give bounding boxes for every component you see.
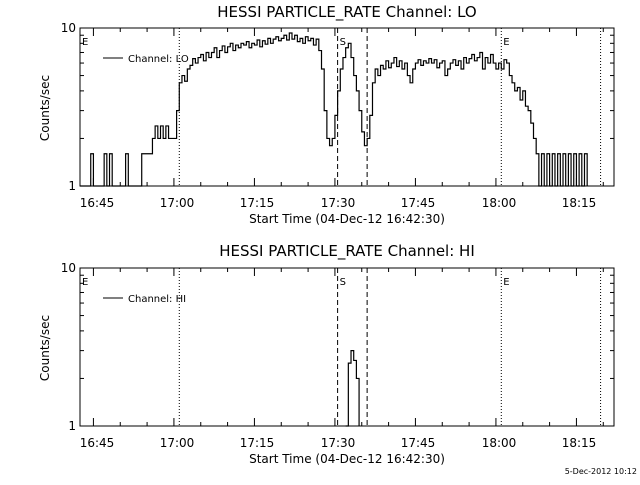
event-marker-label: S: [340, 37, 346, 48]
x-tick-label: 16:45: [80, 436, 115, 450]
x-tick-label: 16:45: [80, 196, 115, 210]
legend-label: Channel: LO: [128, 54, 189, 65]
x-tick-label: 17:45: [401, 196, 436, 210]
series-layer: [80, 32, 588, 187]
y-axis-label: Counts/sec: [38, 75, 52, 141]
x-tick-label: 17:30: [321, 436, 356, 450]
chart-title: HESSI PARTICLE_RATE Channel: HI: [219, 242, 475, 261]
event-marker-label: E: [82, 277, 88, 288]
y-tick-label: 1: [68, 419, 76, 433]
event-marker-label: S: [340, 277, 346, 288]
x-tick-label: 17:45: [401, 436, 436, 450]
event-marker-label: E: [503, 277, 509, 288]
series-line: [345, 350, 360, 427]
chart-panel-lo: HESSI PARTICLE_RATE Channel: LO E S E 10 1…: [38, 3, 615, 226]
x-tick-label: 18:15: [562, 436, 597, 450]
legend-label: Channel: HI: [128, 294, 186, 305]
series-layer: [345, 350, 360, 427]
x-tick-label: 17:15: [240, 196, 275, 210]
x-tick-label: 18:00: [482, 436, 517, 450]
event-marker-label: E: [82, 37, 88, 48]
y-tick-label: 1: [68, 179, 76, 193]
chart-panel-hi: HESSI PARTICLE_RATE Channel: HI E S E 10 1…: [38, 242, 615, 466]
y-tick-label: 10: [61, 21, 76, 35]
x-tick-labels: 16:45 17:00 17:15 17:30 17:45 18:00 18:1…: [80, 436, 597, 450]
x-tick-label: 17:00: [160, 196, 195, 210]
x-axis-label: Start Time (04-Dec-12 16:42:30): [249, 212, 445, 226]
event-marker-label: E: [503, 37, 509, 48]
x-tick-marks: [92, 28, 604, 186]
y-axis-label: Counts/sec: [38, 315, 52, 381]
y-tick-label: 10: [61, 261, 76, 275]
x-tick-label: 17:30: [321, 196, 356, 210]
plot-frame: [79, 267, 615, 427]
y-minor-ticks: [80, 274, 614, 379]
x-tick-label: 17:00: [160, 436, 195, 450]
chart-title: HESSI PARTICLE_RATE Channel: LO: [217, 3, 476, 22]
x-axis-label: Start Time (04-Dec-12 16:42:30): [249, 452, 445, 466]
plot-frame: [79, 27, 615, 187]
series-line: [80, 32, 588, 187]
x-tick-labels: 16:45 17:00 17:15 17:30 17:45 18:00 18:1…: [80, 196, 597, 210]
plot-timestamp: 5-Dec-2012 10:12: [565, 467, 637, 476]
x-tick-label: 18:15: [562, 196, 597, 210]
x-tick-marks: [92, 268, 604, 426]
y-minor-ticks: [80, 34, 614, 139]
x-tick-label: 18:00: [482, 196, 517, 210]
x-tick-label: 17:15: [240, 436, 275, 450]
